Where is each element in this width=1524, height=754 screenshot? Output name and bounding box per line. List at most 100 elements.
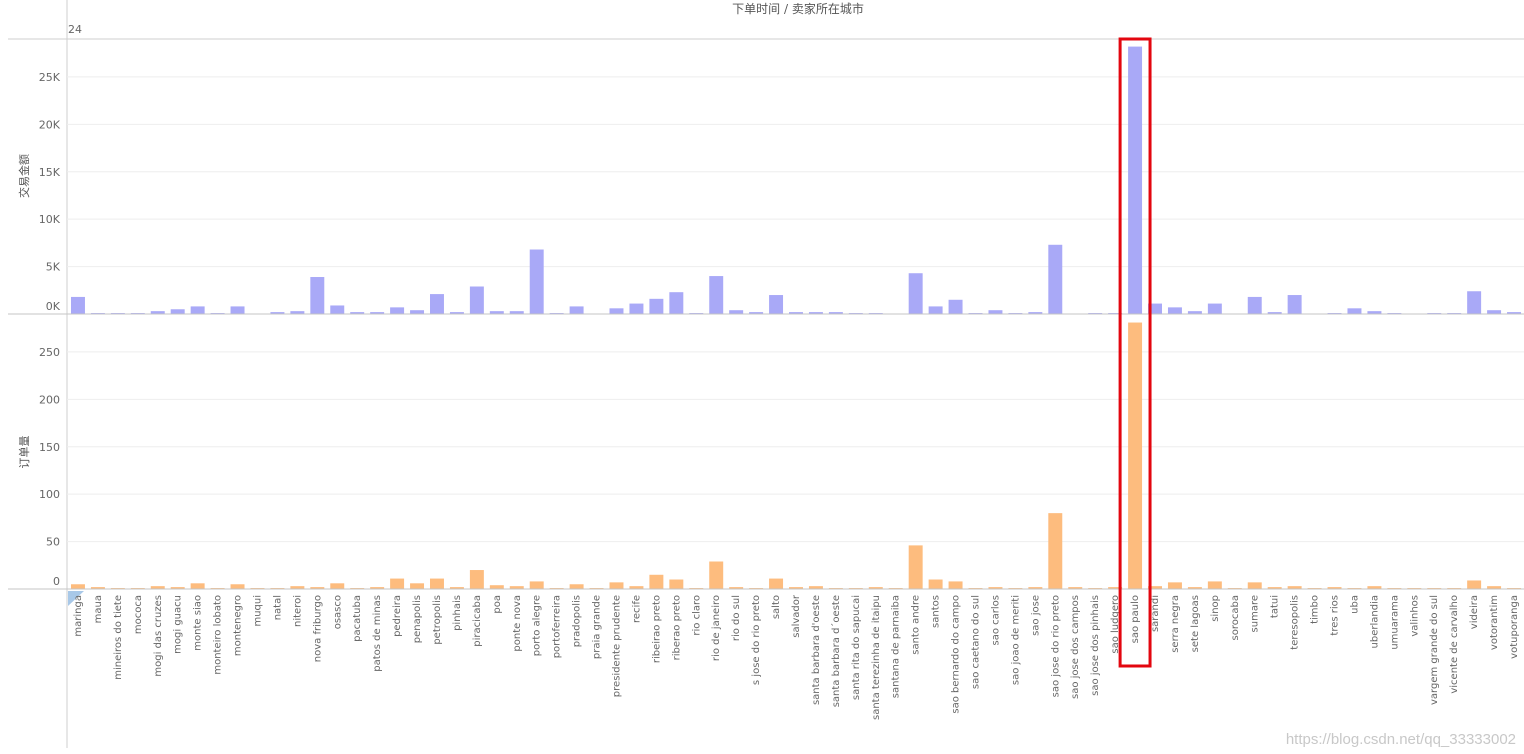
bar-porto-alegre — [529, 581, 544, 589]
bar-sao-bernardo-do-campo — [948, 299, 963, 314]
category-label: petropolis — [432, 595, 443, 645]
y-tick-label: 25K — [39, 71, 61, 84]
orders-panel: 0 50 100 150 200 250 订单量 — [18, 322, 1524, 590]
category-label: maringa — [73, 595, 84, 637]
category-label: santa barbara d´oeste — [830, 595, 842, 707]
bar-pedreira — [390, 307, 405, 314]
category-label: sete lagoas — [1190, 595, 1201, 652]
revenue-panel: 0K 5K 10K 15K 20K 25K 交易金额 — [17, 46, 1524, 315]
bar-pradopolis — [569, 584, 584, 589]
revenue-gridlines — [67, 76, 1524, 315]
bar-niteroi — [290, 311, 305, 314]
bar-penapolis — [410, 310, 425, 314]
bar-sete-lagoas — [1187, 587, 1202, 589]
category-label: penapolis — [412, 595, 423, 643]
highlight-box — [1118, 37, 1152, 668]
category-label: votuporanga — [1509, 595, 1520, 659]
category-label: natal — [272, 595, 283, 620]
category-label: rio claro — [691, 595, 702, 636]
category-label: rio de janeiro — [711, 595, 722, 661]
category-label: ponte nova — [512, 595, 523, 652]
bar-piracicaba — [469, 570, 484, 589]
bar-videira — [1467, 580, 1482, 589]
bar-sao-jose-do-rio-preto — [1048, 513, 1063, 589]
bar-votorantim — [1487, 586, 1502, 589]
bar-pinhais — [449, 312, 464, 314]
category-label: monte siao — [193, 595, 204, 651]
bar-santa-barbara-d-oeste — [808, 586, 823, 589]
y-tick-label: 20K — [39, 118, 61, 131]
bar-monte-siao — [190, 306, 205, 314]
category-label: timbo — [1310, 595, 1321, 624]
revenue-y-ticks: 0K 5K 10K 15K 20K 25K — [39, 71, 61, 313]
category-label: recife — [631, 595, 642, 623]
bar-sao-jose-do-rio-preto — [1048, 244, 1063, 314]
category-labels: maringa maua mineiros do tiete mococa mogi d… — [73, 594, 1520, 720]
bar-ponte-nova — [509, 311, 524, 314]
bar-sao-paulo — [1128, 322, 1143, 589]
bar-santa-terezinha-de-itaipu — [868, 587, 883, 589]
bar-sao-jose — [1028, 312, 1043, 314]
category-label: vargem grande do sul — [1429, 595, 1440, 705]
category-label: maua — [93, 595, 104, 623]
bar-petropolis — [430, 578, 444, 589]
y-tick-label: 15K — [39, 166, 61, 179]
bar-presidente-prudente — [609, 308, 624, 314]
bar-sarandi — [1148, 586, 1162, 589]
category-label: s jose do rio preto — [751, 595, 762, 685]
category-label: sao caetano do sul — [971, 595, 982, 689]
bar-ribeirao-preto — [649, 574, 664, 589]
category-label: ribeirao preto — [651, 595, 662, 663]
category-label: poa — [492, 595, 503, 614]
bar-santos — [928, 579, 943, 589]
bar-rio-de-janeiro — [709, 561, 724, 589]
bar-maua — [90, 587, 105, 589]
bar-salvador — [789, 587, 803, 589]
category-label: muqui — [252, 595, 263, 627]
category-label: salvador — [791, 594, 802, 638]
category-label: pedreira — [392, 595, 403, 637]
bar-riberao-preto — [669, 579, 684, 589]
bar-uberlandia — [1367, 311, 1382, 314]
category-label: sao jose dos campos — [1070, 595, 1081, 699]
bar-maringa — [70, 296, 85, 314]
category-label: praia grande — [592, 595, 603, 659]
bar-teresopolis — [1287, 586, 1302, 589]
bar-sumare — [1247, 582, 1262, 589]
category-label: salto — [771, 595, 782, 619]
chart-title: 下单时间 / 卖家所在城市 — [732, 1, 864, 16]
category-label: sao carlos — [990, 595, 1001, 645]
bar-poa — [489, 585, 504, 589]
bar-montenegro — [230, 584, 245, 589]
y-tick-label: 50 — [46, 536, 60, 549]
y-tick-label: 0 — [53, 575, 60, 588]
bar-sao-ludgero — [1108, 587, 1123, 589]
category-label: tatui — [1270, 595, 1281, 618]
bar-osasco — [330, 305, 345, 314]
category-label: porto alegre — [532, 595, 543, 656]
bar-sao-paulo — [1128, 46, 1143, 314]
category-label: santa rita do sapucai — [851, 595, 862, 700]
bar-sao-carlos — [988, 587, 1003, 589]
category-label: teresopolis — [1290, 595, 1301, 650]
revenue-y-axis-title: 交易金额 — [17, 154, 31, 198]
bar-recife — [629, 303, 644, 314]
bar-santo-andre — [908, 273, 923, 314]
category-label: uba — [1349, 595, 1360, 614]
category-label: sao jose do rio preto — [1050, 595, 1061, 697]
y-tick-label: 100 — [39, 488, 60, 501]
category-label: valinhos — [1409, 595, 1420, 637]
bar-tatui — [1267, 587, 1282, 589]
bar-s-jose-do-rio-preto — [749, 312, 764, 314]
revenue-bars — [70, 46, 1522, 314]
bar-mogi-das-cruzes — [150, 311, 165, 314]
bar-sao-bernardo-do-campo — [948, 581, 963, 589]
bar-mogi-guacu — [170, 309, 185, 314]
category-label: sarandi — [1150, 595, 1161, 632]
category-label: piracicaba — [472, 595, 483, 647]
category-label: votorantim — [1489, 595, 1500, 650]
category-label: sao ludgero — [1110, 595, 1121, 654]
bar-sarandi — [1148, 303, 1162, 314]
category-label: mogi guacu — [173, 595, 184, 654]
bar-patos-de-minas — [370, 587, 385, 589]
